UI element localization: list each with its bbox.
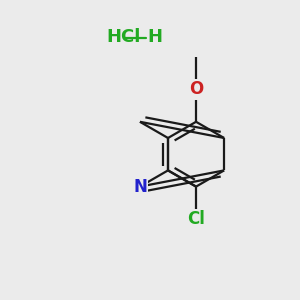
Text: O: O — [189, 80, 203, 98]
Text: N: N — [133, 178, 147, 196]
Text: HCl: HCl — [106, 28, 141, 46]
Text: Cl: Cl — [187, 210, 205, 228]
Text: H: H — [147, 28, 162, 46]
